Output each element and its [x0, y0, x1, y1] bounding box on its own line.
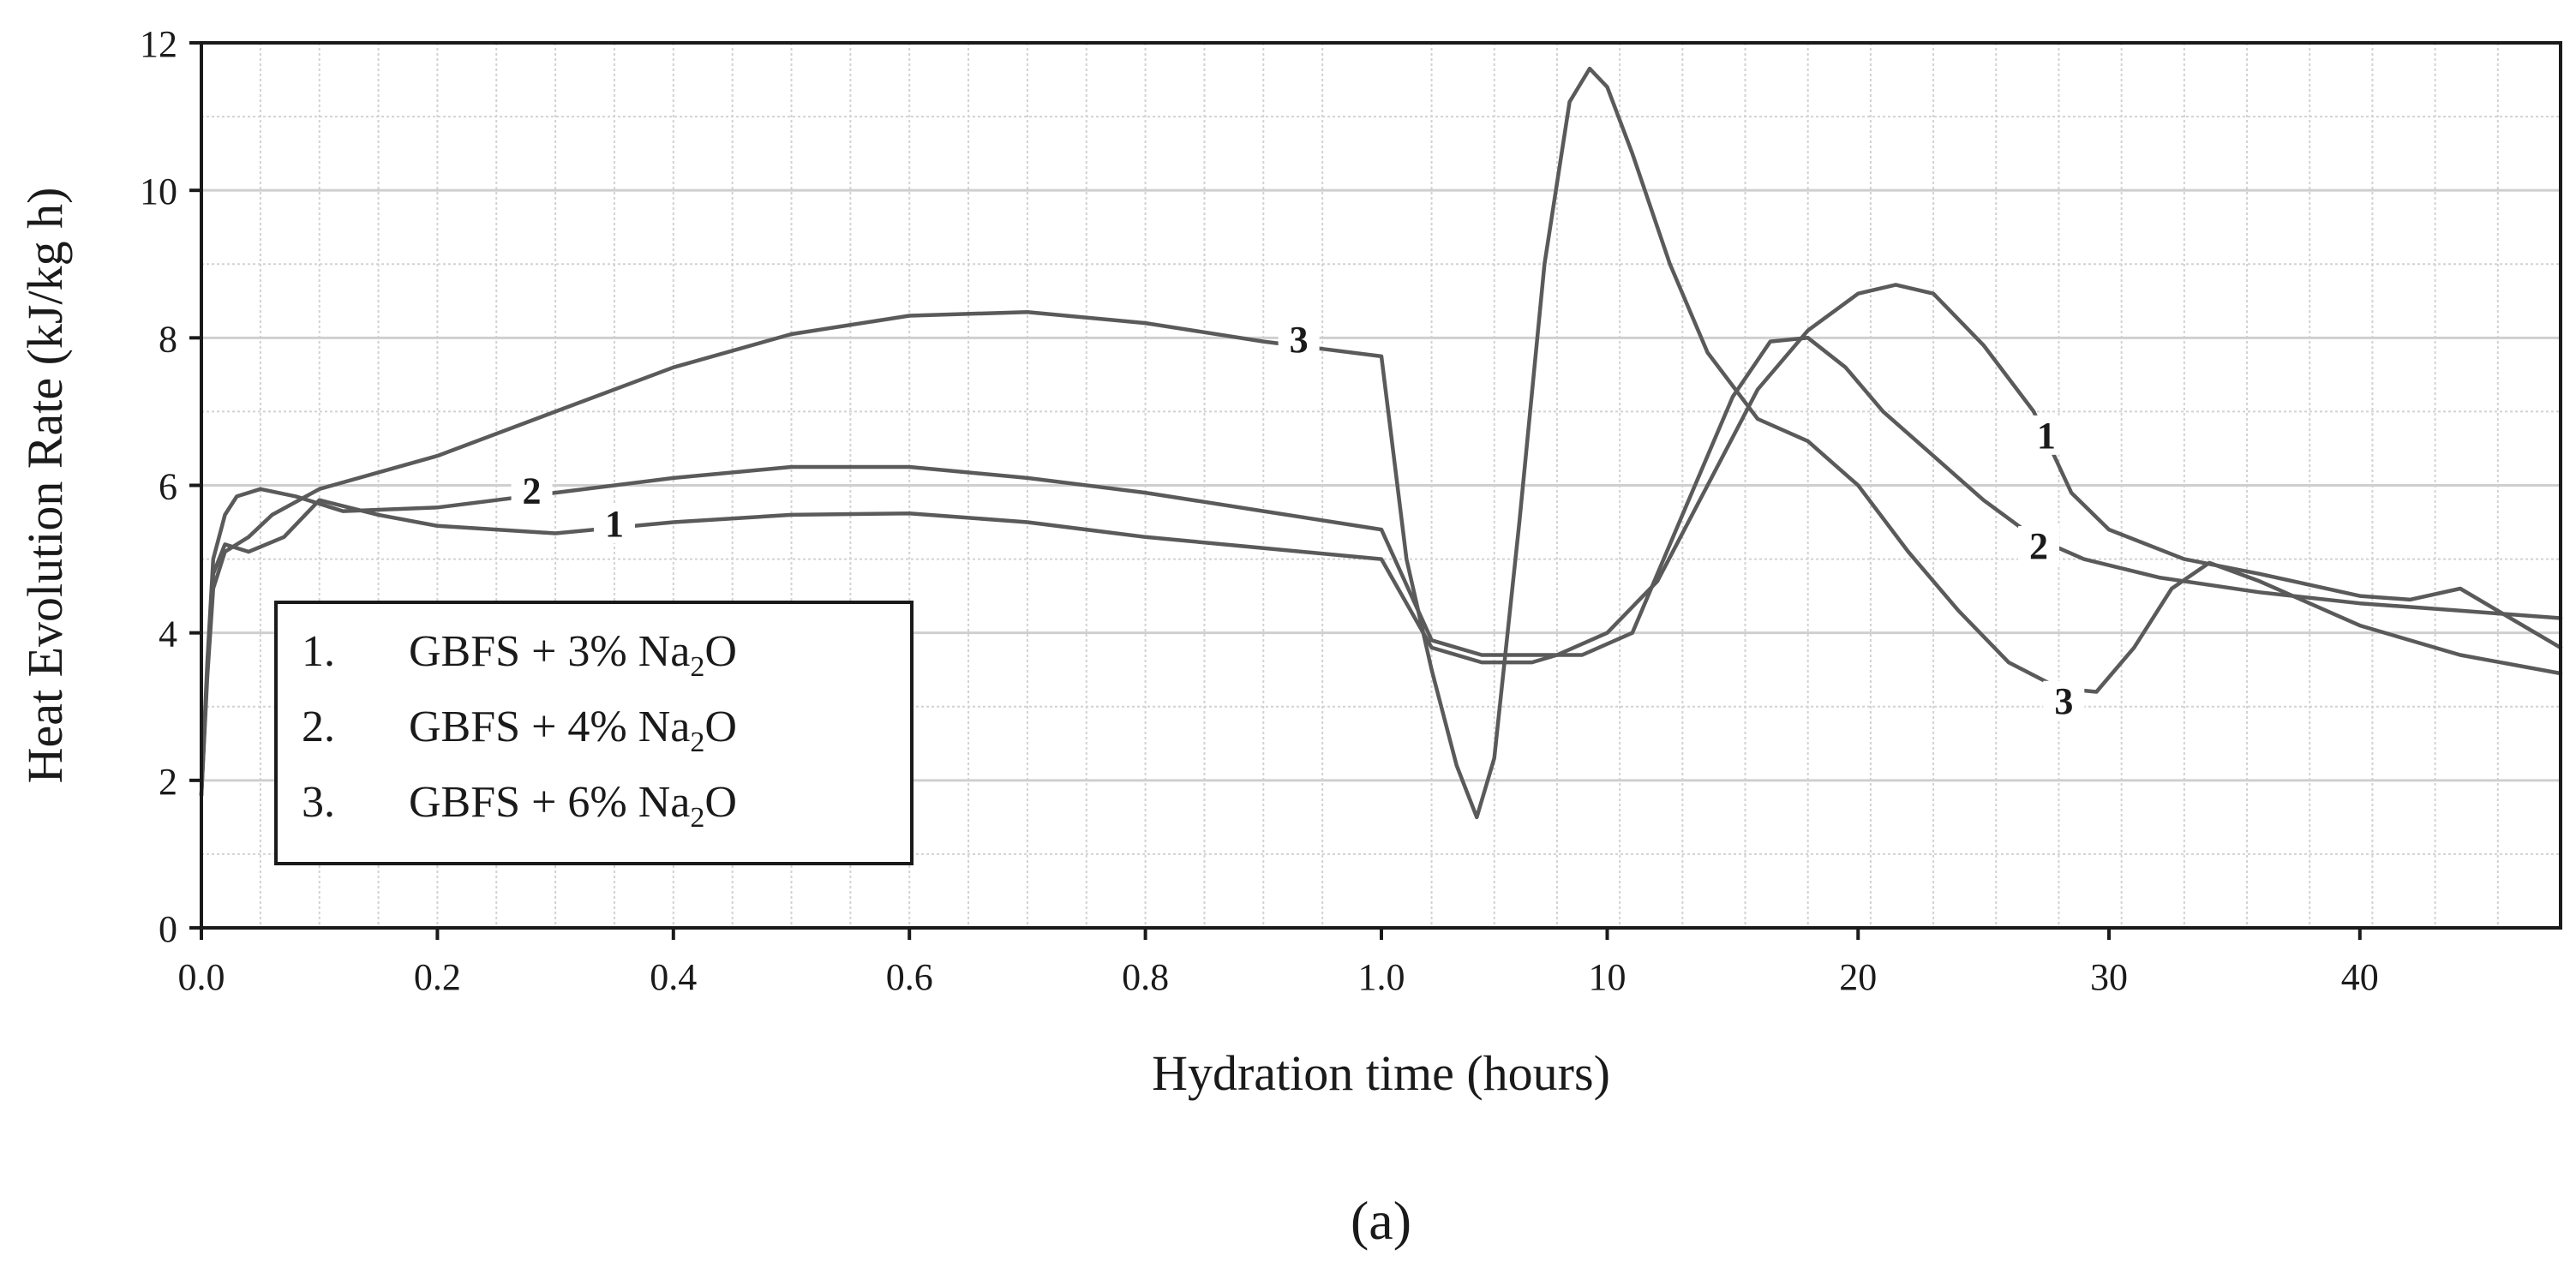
curve-label-bg: [593, 504, 635, 544]
x-tick-label: 0.4: [650, 956, 697, 998]
curve-label-bg: [511, 470, 553, 511]
y-axis-title: Heat Evolution Rate (kJ/kg h): [17, 188, 73, 784]
curve-label-2: 2: [2029, 525, 2048, 567]
x-tick-label: 1.0: [1358, 956, 1405, 998]
x-tick-label: 10: [1588, 956, 1626, 998]
curve-label-bg: [2018, 525, 2060, 565]
x-tick-label: 40: [2341, 956, 2379, 998]
curve-labels: 1 1 2 2 3 3: [511, 319, 2085, 722]
legend-item-label: GBFS + 3% Na2O: [409, 627, 737, 683]
curve-label-2: 2: [523, 470, 542, 511]
curve-label-1: 1: [2037, 415, 2056, 457]
legend-item-number: 2.: [302, 703, 335, 751]
legend: 1. GBFS + 3% Na2O 2. GBFS + 4% Na2O 3. GBFS +…: [274, 601, 914, 865]
series-line-1: [199, 283, 2563, 798]
x-tick-label: 0.6: [886, 956, 933, 998]
legend-box: [274, 601, 914, 865]
x-tick-label: 0.8: [1122, 956, 1169, 998]
x-tick-label: 20: [1839, 956, 1877, 998]
y-tick-label: 10: [140, 170, 177, 212]
figure-caption: (a): [1351, 1190, 1411, 1251]
legend-item-number: 1.: [302, 627, 335, 676]
y-tick-label: 12: [140, 23, 177, 65]
x-tick-label: 0.2: [414, 956, 461, 998]
y-tick-label: 4: [159, 613, 177, 655]
curve-label-bg: [2025, 415, 2067, 455]
curve-label-bg: [1278, 319, 1320, 359]
y-tick-label: 8: [159, 318, 177, 360]
x-axis-title: Hydration time (hours): [1152, 1045, 1610, 1101]
x-tick-label: 30: [2090, 956, 2128, 998]
curve-label-3: 3: [1290, 319, 1309, 361]
curve-label-bg: [2043, 680, 2085, 721]
legend-item-label: GBFS + 6% Na2O: [409, 778, 737, 834]
legend-item-label: GBFS + 4% Na2O: [409, 703, 737, 758]
curve-label-3: 3: [2054, 680, 2073, 722]
curve-label-1: 1: [605, 503, 624, 545]
y-tick-label: 2: [159, 761, 177, 803]
legend-item-number: 3.: [302, 778, 335, 827]
y-tick-label: 0: [159, 908, 177, 950]
x-tick-label: 0.0: [178, 956, 225, 998]
y-tick-label: 6: [159, 466, 177, 508]
